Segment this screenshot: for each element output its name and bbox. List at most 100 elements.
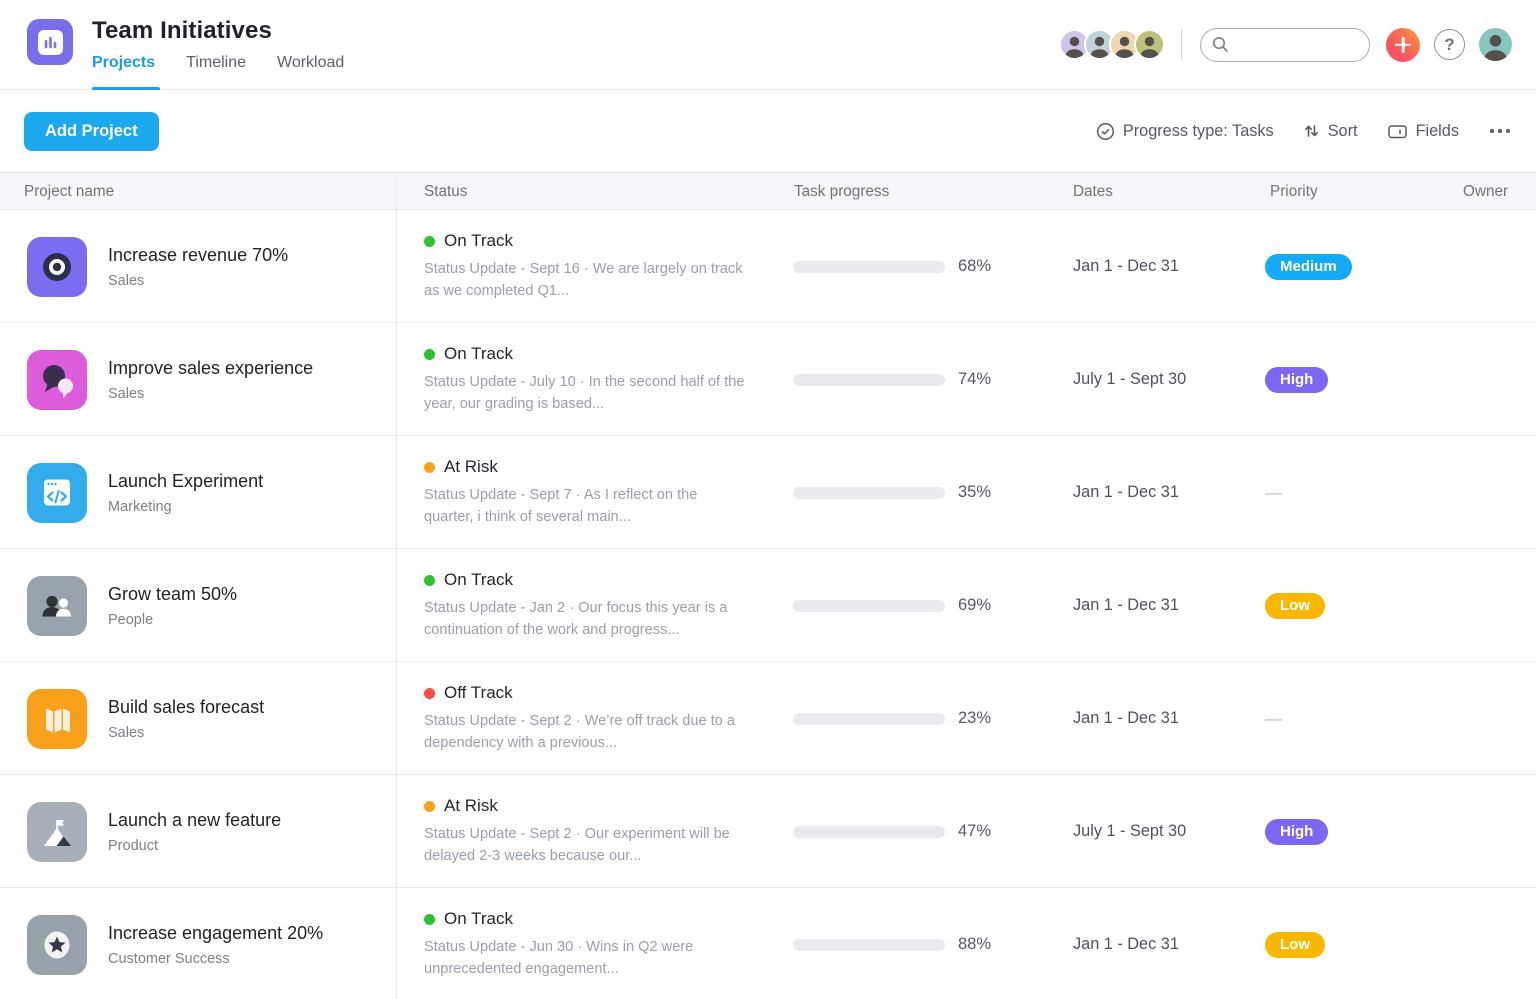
priority-badge[interactable]: High	[1265, 818, 1329, 845]
project-cell: Build sales forecast Sales	[0, 662, 397, 775]
overflow-menu[interactable]	[1488, 125, 1512, 137]
project-cell: Improve sales experience Sales	[0, 323, 397, 436]
progress-bar	[793, 712, 945, 725]
priority-cell: Medium	[1245, 253, 1430, 280]
profile-avatar[interactable]	[1479, 28, 1512, 61]
dates-cell[interactable]: July 1 - Sept 30	[1073, 822, 1187, 840]
progress-bar	[793, 373, 945, 386]
project-category: Sales	[108, 385, 145, 402]
col-header-project-name: Project name	[0, 173, 397, 211]
priority-badge[interactable]: Low	[1265, 931, 1325, 958]
tab-workload[interactable]: Workload	[277, 54, 345, 71]
status-cell[interactable]: At Risk Status Update - Sept 7 · As I re…	[397, 457, 793, 528]
progress-percent: 68%	[958, 257, 992, 275]
tab-timeline[interactable]: Timeline	[186, 54, 247, 71]
project-name[interactable]: Grow team 50%	[108, 583, 238, 604]
status-update-text: Status Update - Sept 2 · Our experiment …	[424, 826, 730, 864]
project-cell: Increase engagement 20% Customer Success	[0, 888, 397, 999]
priority-cell: Low	[1245, 592, 1430, 619]
project-category: Sales	[108, 272, 145, 289]
code-window-icon	[27, 462, 87, 523]
search-icon	[1212, 36, 1228, 52]
project-category: Marketing	[108, 498, 172, 515]
table-row[interactable]: Launch Experiment Marketing At Risk Stat…	[0, 436, 1536, 549]
view-tabs: Projects Timeline Workload	[92, 54, 344, 72]
status-update-text: Status Update - Jun 30 · Wins in Q2 were…	[424, 939, 694, 977]
member-avatar[interactable]	[1134, 29, 1165, 60]
table-row[interactable]: Increase revenue 70% Sales On Track Stat…	[0, 210, 1536, 323]
sort-arrows-icon	[1304, 125, 1318, 137]
project-name[interactable]: Launch Experiment	[108, 470, 264, 491]
priority-badge[interactable]: Low	[1265, 592, 1325, 619]
task-progress-cell: 23%	[793, 709, 1058, 728]
project-name[interactable]: Launch a new feature	[108, 809, 282, 830]
col-header-owner: Owner	[1463, 183, 1509, 200]
help-button[interactable]: ?	[1434, 29, 1465, 60]
status-cell[interactable]: On Track Status Update - July 10 · In th…	[397, 344, 793, 415]
col-header-status: Status	[424, 183, 468, 200]
progress-percent: 35%	[958, 483, 992, 501]
active-tab-underline	[92, 87, 160, 90]
priority-cell: —	[1245, 709, 1430, 729]
table-row[interactable]: Grow team 50% People On Track Status Upd…	[0, 549, 1536, 662]
toolbar: Add Project Progress type: Tasks Sort Fi…	[0, 90, 1536, 172]
table-header: Project name Status Task progress Dates …	[0, 172, 1536, 211]
fields-menu[interactable]: Fields	[1387, 122, 1459, 141]
status-cell[interactable]: At Risk Status Update - Sept 2 · Our exp…	[397, 796, 793, 867]
status-cell[interactable]: On Track Status Update - Sept 16 · We ar…	[397, 231, 793, 302]
status-cell[interactable]: Off Track Status Update - Sept 2 · We’re…	[397, 683, 793, 754]
status-cell[interactable]: On Track Status Update - Jan 2 · Our foc…	[397, 570, 793, 641]
project-category: People	[108, 611, 154, 628]
table-row[interactable]: Build sales forecast Sales Off Track Sta…	[0, 662, 1536, 775]
progress-bar	[793, 825, 945, 838]
progress-percent: 69%	[958, 596, 992, 614]
dates-cell[interactable]: Jan 1 - Dec 31	[1073, 709, 1179, 727]
progress-type-menu[interactable]: Progress type: Tasks	[1096, 122, 1274, 141]
target-icon	[27, 236, 87, 297]
priority-cell: Low	[1245, 931, 1430, 958]
project-name[interactable]: Increase engagement 20%	[108, 922, 324, 943]
tab-projects[interactable]: Projects	[92, 54, 156, 71]
member-avatar[interactable]	[1109, 29, 1140, 60]
status-dot	[424, 574, 435, 586]
table-row[interactable]: Launch a new feature Product At Risk Sta…	[0, 775, 1536, 888]
dates-cell[interactable]: Jan 1 - Dec 31	[1073, 483, 1179, 501]
status-dot	[424, 687, 435, 699]
project-name[interactable]: Improve sales experience	[108, 357, 314, 378]
task-progress-cell: 35%	[793, 483, 1058, 502]
priority-badge[interactable]: Medium	[1265, 253, 1352, 280]
status-dot	[424, 913, 435, 925]
project-name[interactable]: Increase revenue 70%	[108, 244, 289, 265]
people-icon	[27, 575, 87, 636]
project-cell: Launch a new feature Product	[0, 775, 397, 888]
status-label: On Track	[444, 231, 513, 250]
dates-cell[interactable]: Jan 1 - Dec 31	[1073, 257, 1179, 275]
priority-badge[interactable]: High	[1265, 366, 1329, 393]
check-circle-icon	[1096, 122, 1114, 140]
search-input[interactable]	[1200, 27, 1370, 62]
dates-cell[interactable]: Jan 1 - Dec 31	[1073, 935, 1179, 953]
status-update-text: Status Update - Jan 2 · Our focus this y…	[424, 600, 728, 638]
fields-card-icon	[1387, 124, 1407, 138]
add-project-button[interactable]: Add Project	[24, 111, 159, 151]
status-dot	[424, 235, 435, 247]
dates-cell[interactable]: July 1 - Sept 30	[1073, 370, 1187, 388]
status-cell[interactable]: On Track Status Update - Jun 30 · Wins i…	[397, 909, 793, 980]
project-name[interactable]: Build sales forecast	[108, 696, 265, 717]
create-button[interactable]	[1386, 27, 1420, 62]
status-update-text: Status Update - Sept 7 · As I reflect on…	[424, 487, 698, 525]
task-progress-cell: 88%	[793, 935, 1058, 954]
dates-cell[interactable]: Jan 1 - Dec 31	[1073, 596, 1179, 614]
priority-cell: —	[1245, 483, 1430, 503]
table-row[interactable]: Increase engagement 20% Customer Success…	[0, 888, 1536, 999]
table-row[interactable]: Improve sales experience Sales On Track …	[0, 323, 1536, 436]
priority-cell: High	[1245, 366, 1430, 393]
progress-bar	[793, 599, 945, 612]
project-category: Sales	[108, 724, 145, 741]
task-progress-cell: 74%	[793, 370, 1058, 389]
status-label: Off Track	[444, 683, 513, 702]
sort-menu[interactable]: Sort	[1303, 122, 1358, 141]
col-header-priority: Priority	[1270, 183, 1318, 200]
member-avatar-stack	[1059, 29, 1165, 60]
star-icon	[27, 914, 87, 975]
